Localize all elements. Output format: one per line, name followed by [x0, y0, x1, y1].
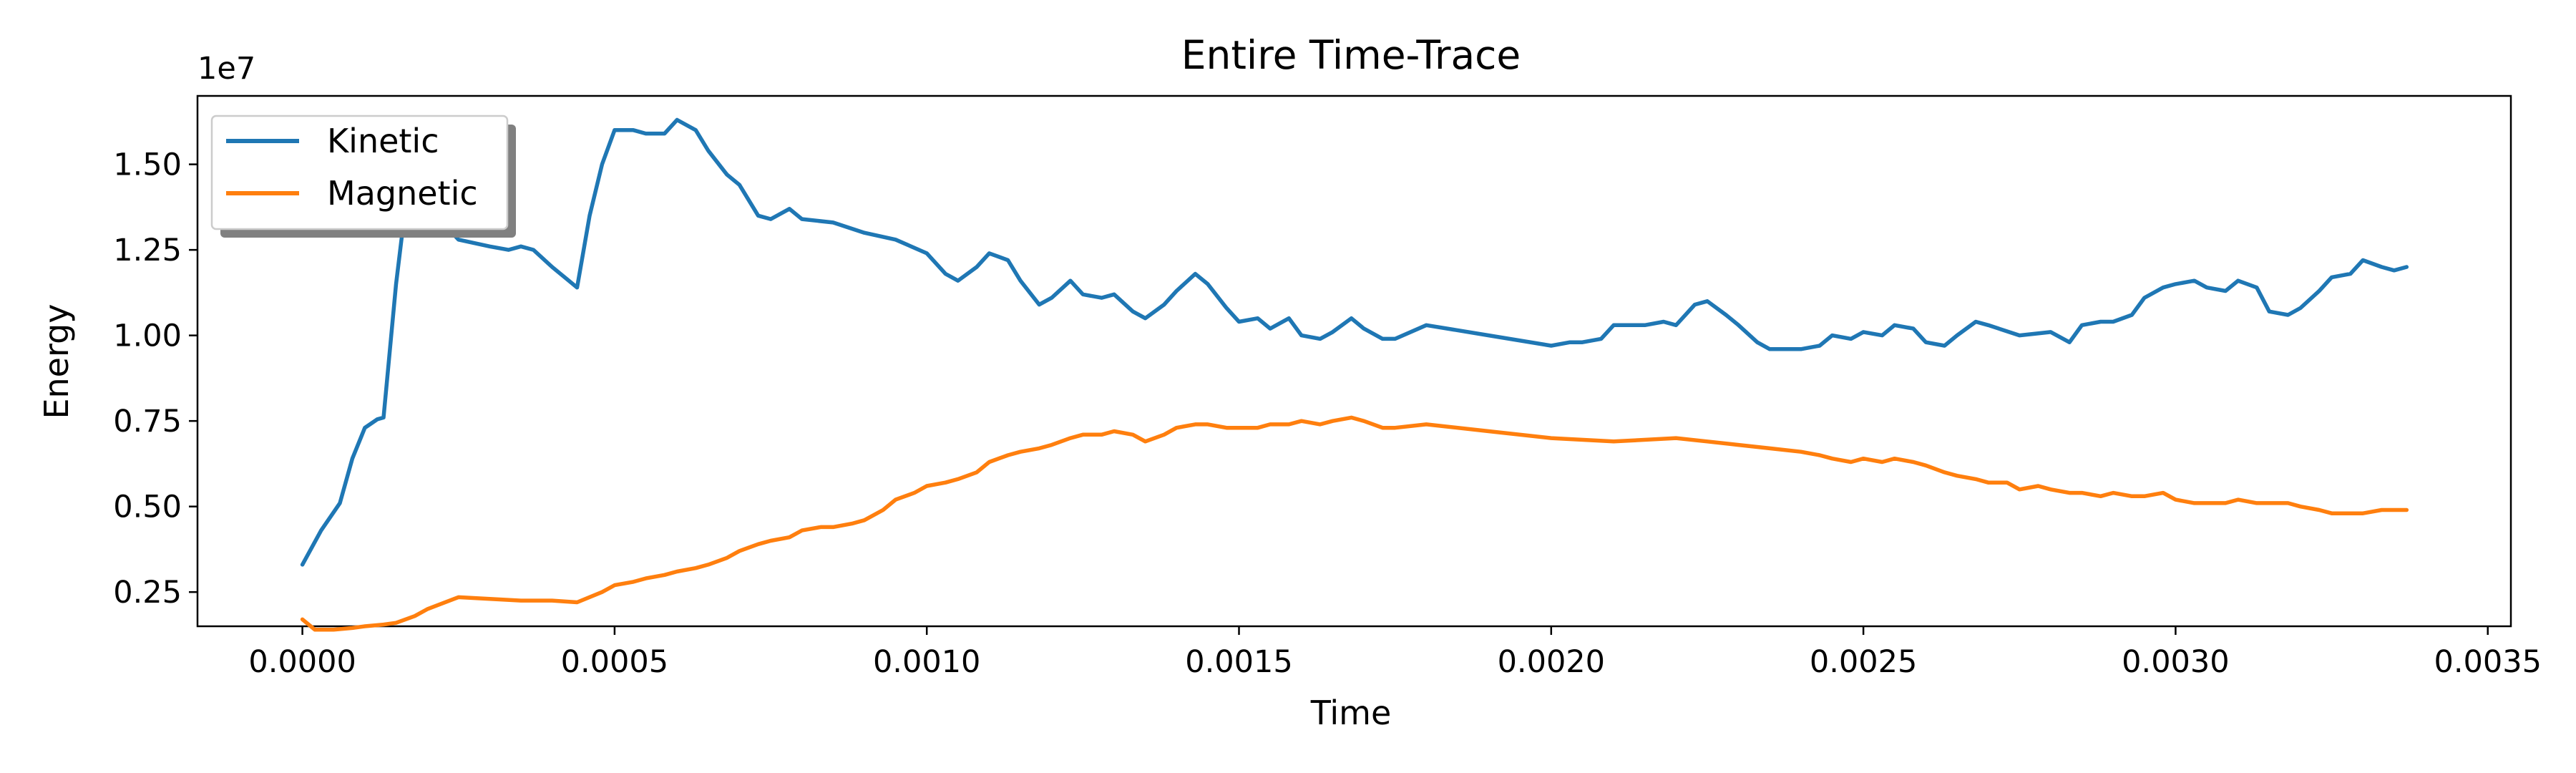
y-axis-ticks: 0.25 0.50 0.75 1.00 1.25 1.50: [113, 147, 197, 611]
x-axis-ticks: 0.0000 0.0005 0.0010 0.0015 0.0020 0.0025 0.00…: [248, 626, 2542, 680]
y-tick-label: 0.25: [113, 575, 182, 611]
legend: Kinetic Magnetic: [210, 115, 516, 238]
x-axis-label: Time: [1310, 694, 1392, 732]
legend-label-magnetic: Magnetic: [327, 174, 478, 213]
plot-area: 0.0000 0.0005 0.0010 0.0015 0.0020 0.0025 0.00…: [113, 94, 2542, 680]
chart-title: Entire Time-Trace: [1181, 32, 1521, 78]
y-axis-label: Energy: [37, 303, 76, 419]
y-offset-label: 1e7: [197, 51, 255, 87]
x-tick-label: 0.0030: [2122, 644, 2229, 680]
series-line-magnetic: [300, 415, 2409, 632]
y-tick-label: 1.00: [113, 319, 182, 354]
y-tick-label: 1.25: [113, 233, 182, 268]
x-tick-label: 0.0020: [1498, 644, 1605, 680]
y-tick-label: 1.50: [113, 147, 182, 183]
x-tick-label: 0.0035: [2434, 644, 2541, 680]
x-tick-label: 0.0025: [1810, 644, 1917, 680]
x-tick-label: 0.0010: [873, 644, 980, 680]
series-line-kinetic: [300, 117, 2409, 567]
legend-box: [210, 115, 509, 230]
legend-label-kinetic: Kinetic: [327, 122, 439, 160]
y-tick-label: 0.75: [113, 404, 182, 439]
axes-frame: [196, 94, 2512, 628]
series-layer: [300, 117, 2409, 632]
y-tick-label: 0.50: [113, 490, 182, 525]
x-tick-label: 0.0015: [1185, 644, 1292, 680]
x-tick-label: 0.0000: [248, 644, 356, 680]
x-tick-label: 0.0005: [561, 644, 668, 680]
